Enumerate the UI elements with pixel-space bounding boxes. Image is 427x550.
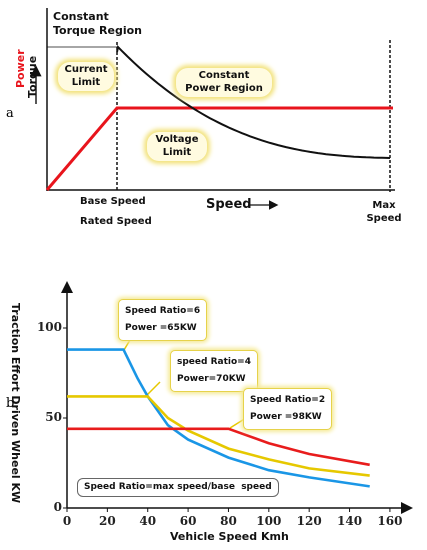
callout-line: Power=70KW [177,374,246,385]
x-tick-label: 60 [179,514,197,528]
panel-label: a [6,106,14,121]
rated-speed-label: Rated Speed [80,216,152,227]
annotation: Current Limit [58,62,114,91]
callout-line: Power =65KW [125,323,197,334]
x-tick-label: 0 [62,514,72,528]
callout: speed Ratio=4 Power=70KW [170,350,258,393]
y-tick-label: 100 [36,320,62,334]
callout-line: Speed Ratio=6 [125,306,201,316]
torque-curve [116,44,391,159]
x-tick-label: 80 [220,514,237,528]
x-tick-label: 40 [139,514,157,528]
callout-line: Speed Ratio=2 [250,395,326,405]
callout-line: speed Ratio=4 [177,357,251,367]
annotation: Constant Torque Region [53,10,145,38]
x-axis-label: Vehicle Speed Kmh [170,530,289,543]
panel-label: b [6,396,15,411]
callout-pointer [145,381,161,397]
y-axis-label: Traction Effort Driven Wheel KW [9,303,22,504]
x-tick-label: 20 [99,514,116,528]
callout-pointer [123,339,131,351]
y-tick-label: 0 [53,500,62,514]
x-tick-label: 160 [377,514,403,528]
x-axis-label: Speed [206,197,252,212]
callout: Speed Ratio=6 Power =65KW [118,299,208,342]
max-speed-label: Max Speed [366,200,402,224]
x-tick-label: 140 [337,514,363,528]
y-tick-label: 50 [45,410,62,424]
series-line [67,427,370,467]
x-tick-label: 120 [296,514,322,528]
callout-line: Power =98KW [250,412,322,423]
annotation: Voltage Limit [147,132,207,161]
y-label-torque: Torque [26,55,39,98]
series-line [67,348,370,488]
callout: Speed Ratio=2 Power =98KW [243,388,333,431]
series-line [67,395,370,477]
power-curve [45,106,393,191]
annotation: Constant Power Region [176,68,272,97]
x-tick-label: 100 [256,514,282,528]
note: Speed Ratio=max speed/base speed [77,478,279,498]
base-speed-label: Base Speed [80,196,146,207]
